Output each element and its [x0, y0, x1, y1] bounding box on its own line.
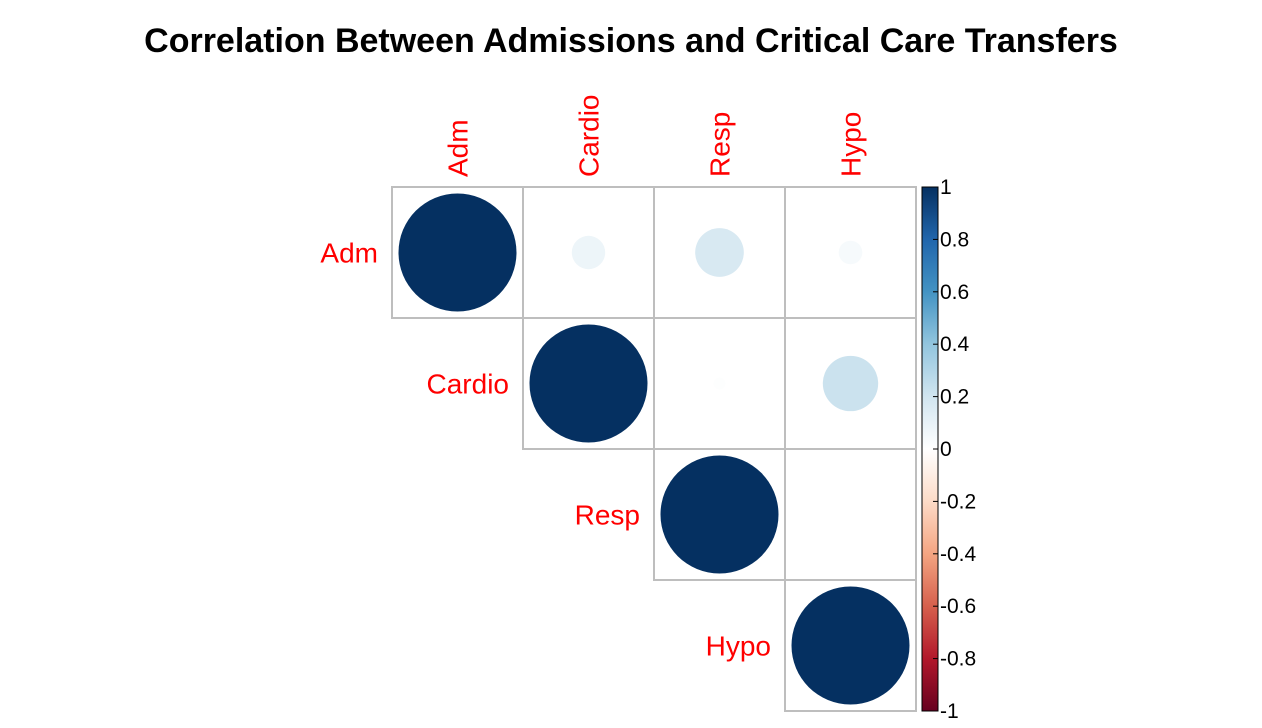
colorbar-tick-label: 0.6: [940, 281, 969, 304]
corr-circle-cardio-cardio: [529, 324, 648, 443]
colorbar-tick-label: 0.8: [940, 228, 969, 251]
row-label-adm: Adm: [320, 238, 378, 269]
corr-circle-adm-cardio: [571, 235, 606, 270]
colorbar-tick-label: -0.2: [940, 490, 976, 513]
chart-title: Correlation Between Admissions and Criti…: [144, 22, 1118, 60]
colorbar-tick-label: 0.4: [940, 333, 970, 356]
corr-circle-adm-hypo: [838, 240, 863, 265]
corr-circle-hypo-hypo: [791, 586, 910, 705]
colorbar-tick-label: 0.2: [940, 386, 969, 409]
corr-circle-adm-adm: [398, 193, 517, 312]
column-label-hypo: Hypo: [836, 112, 867, 177]
colorbar-tick-label: -0.8: [940, 648, 976, 671]
colorbar-tick-label: -0.4: [940, 543, 977, 566]
grid-cell: [784, 448, 917, 581]
column-label-resp: Resp: [705, 112, 736, 177]
column-label-cardio: Cardio: [574, 95, 605, 177]
colorbar-tick-label: 1: [940, 176, 952, 199]
circle-layer: [398, 193, 910, 705]
corr-circle-adm-resp: [695, 228, 744, 277]
grid-layer: [391, 186, 917, 712]
corr-circle-cardio-resp: [713, 377, 726, 390]
colorbar-tick-label: 0: [940, 438, 952, 461]
colorbar-tick-label: -1: [940, 700, 959, 723]
corr-circle-resp-resp: [660, 455, 779, 574]
corr-circle-cardio-hypo: [822, 355, 879, 412]
column-label-adm: Adm: [443, 119, 474, 177]
colorbar: 1 0.8 0.6 0.4 0.2 0 -0.2 -0.4 -0.6 -0.8 -1: [921, 176, 977, 723]
label-layer: Adm Cardio Resp Hypo Adm Cardio Resp Hypo: [320, 95, 866, 662]
grid-cell: [784, 579, 917, 712]
colorbar-tick-label: -0.6: [940, 595, 976, 618]
row-label-hypo: Hypo: [706, 631, 771, 662]
row-label-cardio: Cardio: [427, 369, 509, 400]
row-label-resp: Resp: [575, 500, 640, 531]
